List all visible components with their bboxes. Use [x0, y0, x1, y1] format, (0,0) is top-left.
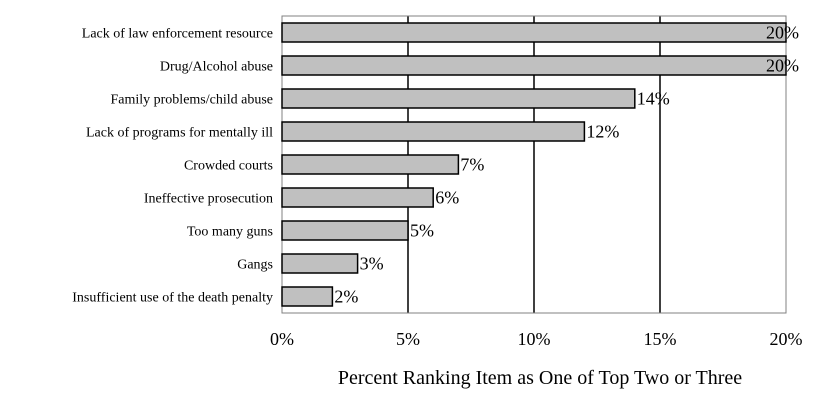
category-label: Insufficient use of the death penalty [72, 291, 273, 306]
data-label: 2% [334, 287, 358, 307]
x-tick-label: 20% [770, 329, 803, 349]
x-axis: 0% 5% 10% 15% 20% [270, 329, 803, 349]
category-label: Ineffective prosecution [144, 192, 273, 207]
data-label: 7% [460, 155, 484, 175]
x-tick-label: 5% [396, 329, 420, 349]
bar [281, 55, 787, 76]
data-label: 20% [766, 56, 799, 76]
category-label: Gangs [237, 258, 273, 273]
bar [281, 88, 636, 109]
x-axis-title: Percent Ranking Item as One of Top Two o… [338, 367, 742, 389]
bar [281, 253, 359, 274]
category-label: Family problems/child abuse [110, 93, 273, 108]
data-label: 14% [637, 89, 670, 109]
x-tick-label: 0% [270, 329, 294, 349]
x-tick-label: 15% [644, 329, 677, 349]
bars: Lack of law enforcement resource 20% Drug/… [72, 22, 799, 307]
data-label: 3% [360, 254, 384, 274]
bar [281, 154, 460, 175]
data-label: 6% [435, 188, 459, 208]
category-label: Lack of law enforcement resource [82, 27, 273, 42]
category-label: Lack of programs for mentally ill [86, 126, 273, 141]
data-label: 12% [586, 122, 619, 142]
bar [281, 286, 334, 307]
category-label: Crowded courts [184, 159, 273, 174]
category-label: Too many guns [187, 225, 273, 240]
bar [281, 187, 434, 208]
data-label: 5% [410, 221, 434, 241]
data-label: 20% [766, 23, 799, 43]
bar [281, 121, 586, 142]
bar [281, 220, 409, 241]
x-tick-label: 10% [518, 329, 551, 349]
category-label: Drug/Alcohol abuse [160, 60, 273, 75]
bar [281, 22, 787, 43]
